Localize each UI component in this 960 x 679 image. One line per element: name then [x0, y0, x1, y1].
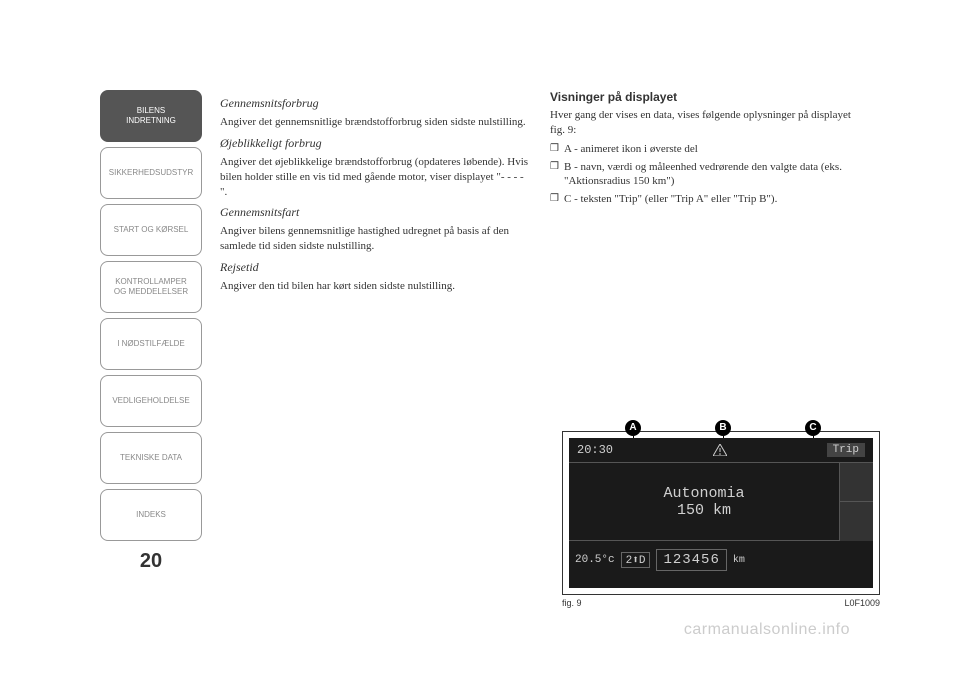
sidebar-nav: BILENSINDRETNING SIKKERHEDSUDSTYR START …: [100, 90, 202, 620]
nav-item-indeks[interactable]: INDEKS: [100, 489, 202, 541]
label-a: A: [625, 420, 641, 436]
side-box-bottom: [839, 502, 873, 541]
main-line2: 150 km: [677, 502, 731, 519]
nav-item-bilens[interactable]: BILENSINDRETNING: [100, 90, 202, 142]
nav-item-tekniske[interactable]: TEKNISKE DATA: [100, 432, 202, 484]
text-p1: Angiver det gennemsnitlige brændstofforb…: [220, 115, 530, 130]
text-p2: Angiver det øjeblikkelige brændstofforbr…: [220, 155, 530, 200]
label-c: C: [805, 420, 821, 436]
heading-gennemsnitsfart: Gennemsnitsfart: [220, 205, 530, 220]
nav-item-kontrol[interactable]: KONTROLLAMPEROG MEDDELELSER: [100, 261, 202, 313]
text-p4: Angiver den tid bilen har kørt siden sid…: [220, 279, 530, 294]
figure-code: L0F1009: [844, 598, 880, 608]
temperature: 20.5°c: [575, 554, 615, 566]
side-box-top: [839, 463, 873, 502]
screen-bottom-bar: 20.5°c 2⬆D 123456 km: [569, 541, 873, 579]
bullet-list: A - animeret ikon i øverste del B - navn…: [550, 142, 860, 207]
odometer: 123456: [656, 549, 726, 571]
main-line1: Autonomia: [663, 485, 744, 502]
right-column: Visninger på displayet Hver gang der vis…: [550, 90, 880, 620]
odo-unit: km: [733, 555, 745, 566]
warning-icon: [713, 444, 727, 456]
heading-visninger: Visninger på displayet: [550, 90, 860, 104]
screen-top-bar: 20:30 Trip: [569, 438, 873, 463]
left-column: Gennemsnitsforbrug Angiver det gennemsni…: [220, 90, 550, 620]
nav-item-nod[interactable]: I NØDSTILFÆLDE: [100, 318, 202, 370]
list-item-c: C - teksten "Trip" (eller "Trip A" eller…: [550, 192, 860, 207]
pointer-labels: A B C: [569, 420, 873, 440]
text-r1: Hver gang der vises en data, vises følge…: [550, 108, 860, 138]
page-number: 20: [100, 550, 202, 573]
nav-item-vedlige[interactable]: VEDLIGEHOLDELSE: [100, 375, 202, 427]
trip-label: Trip: [827, 443, 865, 457]
heading-rejsetid: Rejsetid: [220, 260, 530, 275]
nav-item-sikkerhed[interactable]: SIKKERHEDSUDSTYR: [100, 147, 202, 199]
dashboard-screen: 20:30 Trip Autonomia 150 km: [569, 438, 873, 588]
figure-9: A B C 20:30: [562, 431, 880, 608]
screen-mid: Autonomia 150 km: [569, 463, 873, 541]
list-item-b: B - navn, værdi og måleenhed vedrørende …: [550, 160, 860, 190]
heading-gennemsnitsforbrug: Gennemsnitsforbrug: [220, 96, 530, 111]
heading-ojeblikkeligt: Øjeblikkeligt forbrug: [220, 136, 530, 151]
display-frame: A B C 20:30: [562, 431, 880, 595]
label-b: B: [715, 420, 731, 436]
text-p3: Angiver bilens gennemsnitlige hastighed …: [220, 224, 530, 254]
nav-item-start[interactable]: START OG KØRSEL: [100, 204, 202, 256]
gear-indicator: 2⬆D: [621, 552, 651, 568]
figure-caption: fig. 9 L0F1009: [562, 598, 880, 608]
list-item-a: A - animeret ikon i øverste del: [550, 142, 860, 157]
main-content: Gennemsnitsforbrug Angiver det gennemsni…: [202, 90, 880, 620]
clock: 20:30: [577, 443, 613, 457]
watermark: carmanualsonline.info: [684, 621, 850, 639]
screen-main-value: Autonomia 150 km: [569, 463, 839, 541]
figure-label: fig. 9: [562, 598, 582, 608]
